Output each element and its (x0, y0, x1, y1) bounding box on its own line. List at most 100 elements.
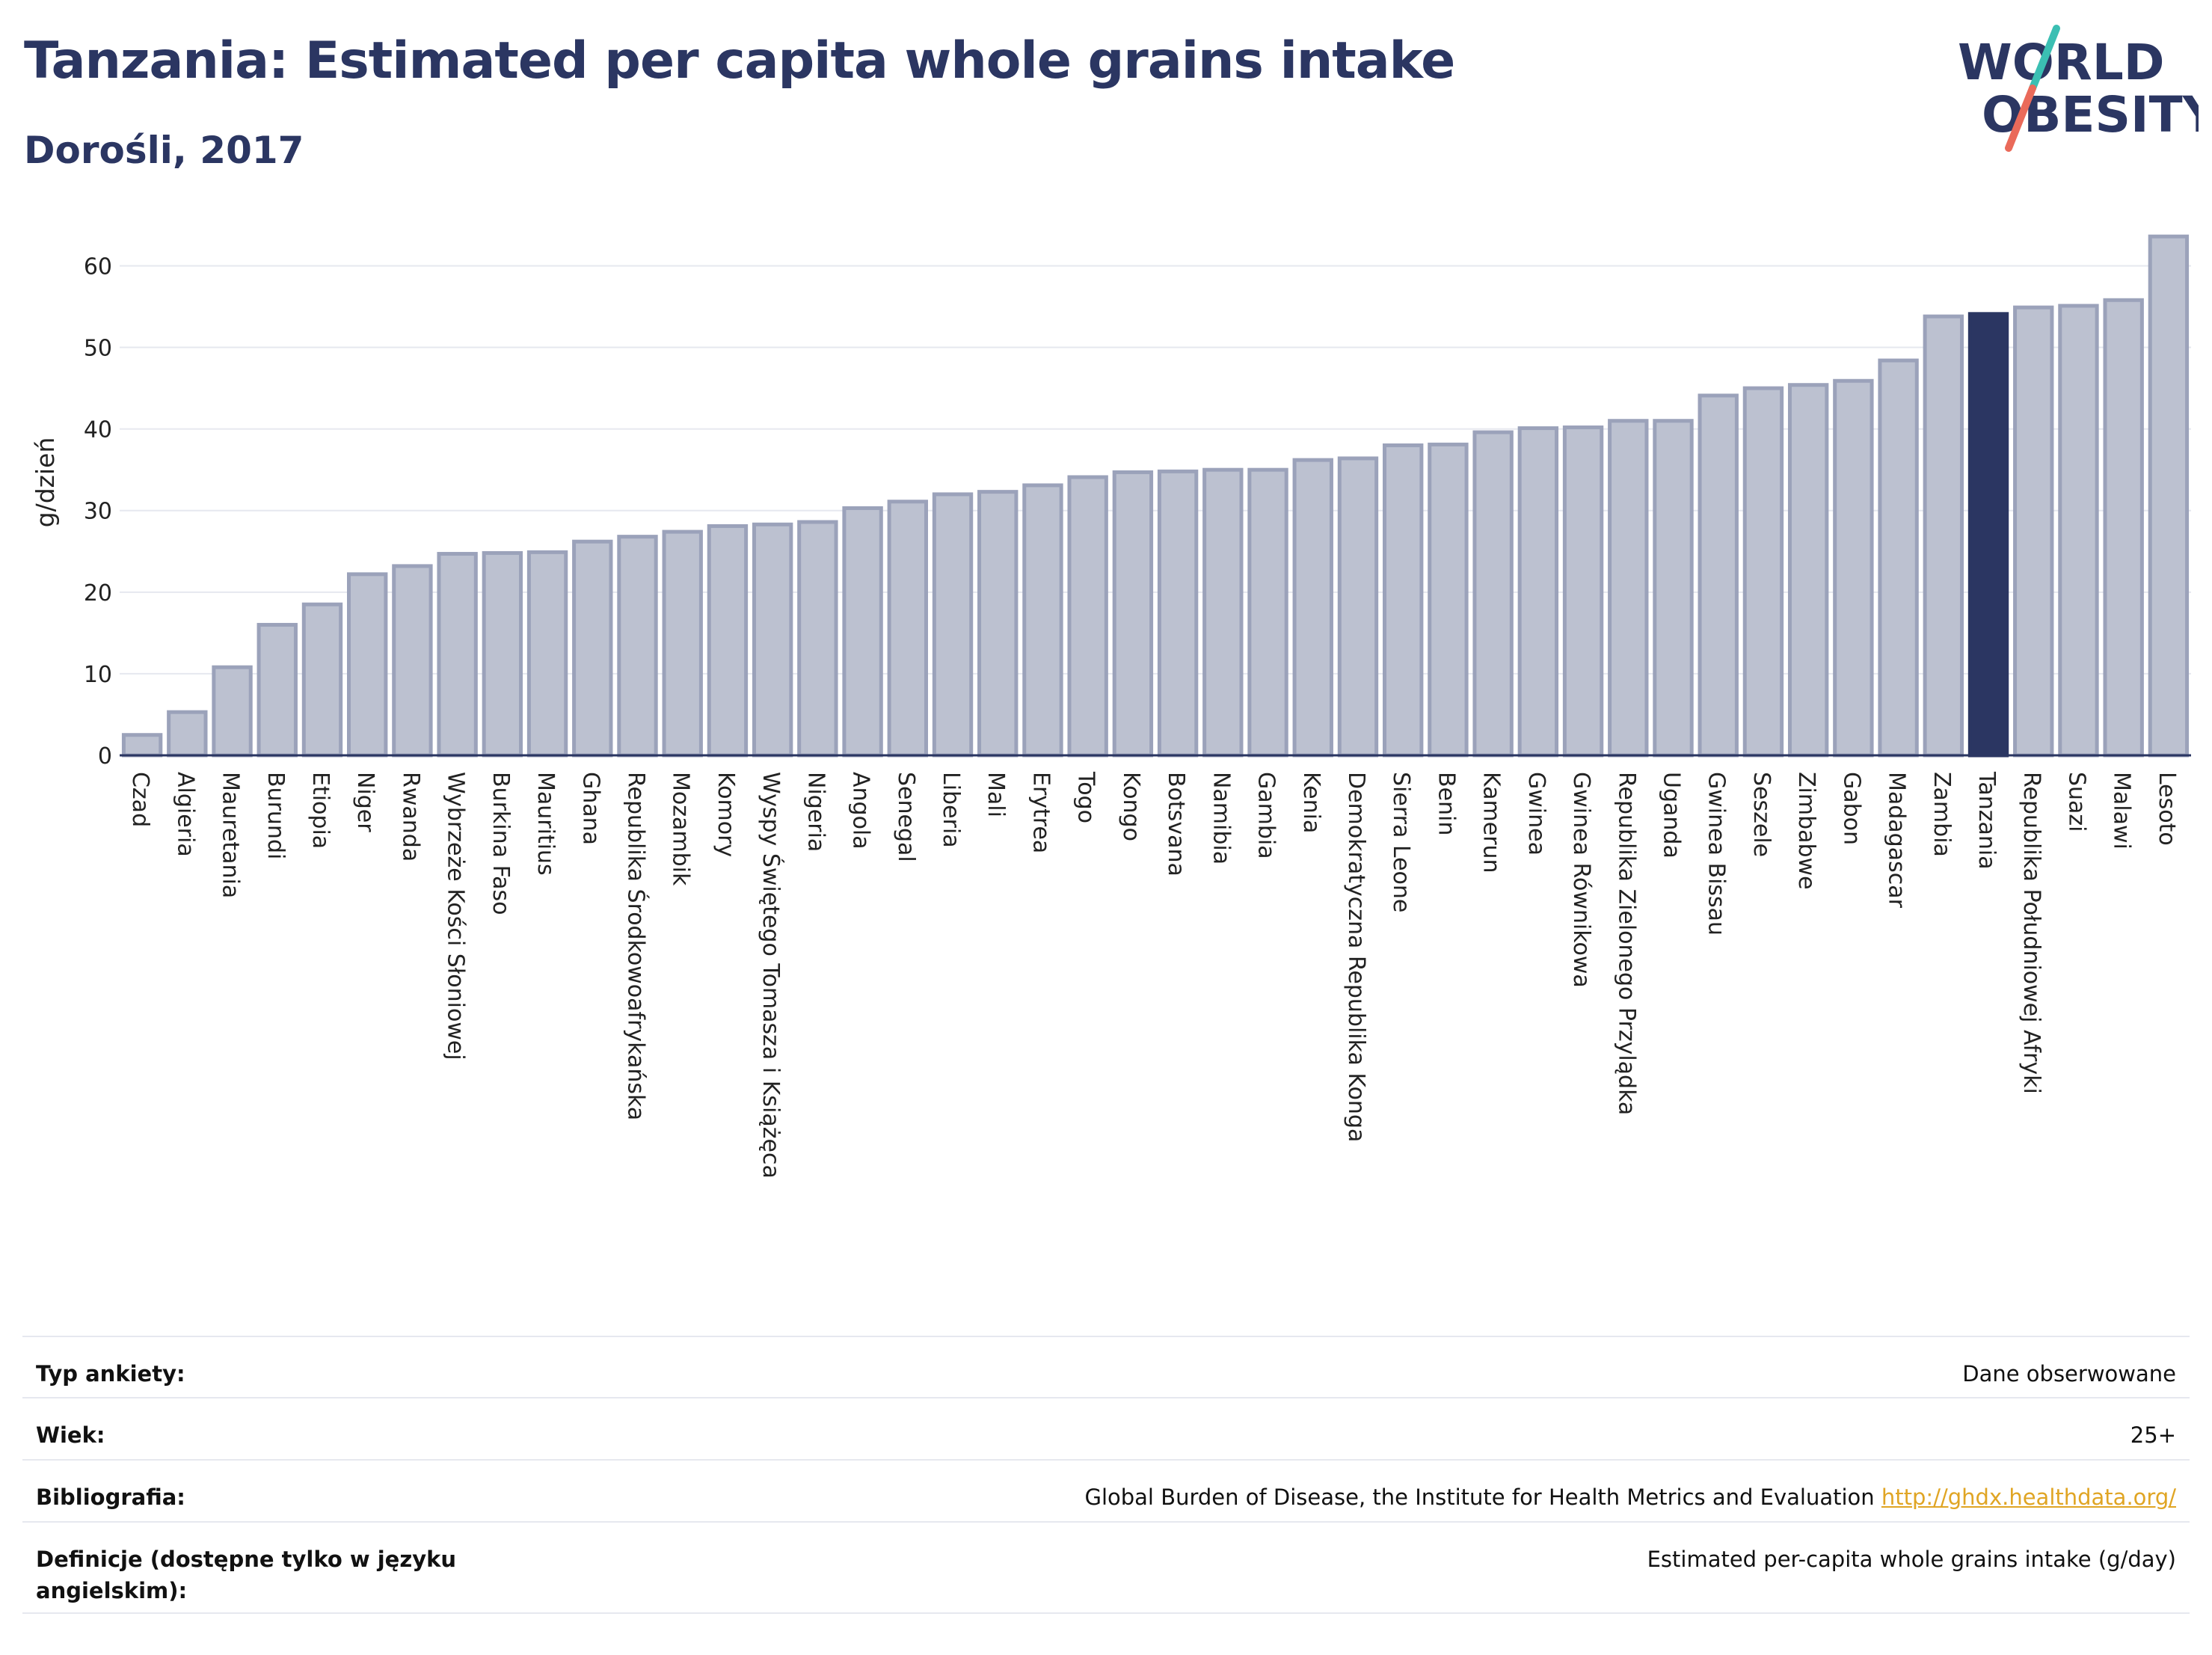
x-tick-label: Rwanda (397, 772, 423, 862)
bar (1472, 430, 1514, 758)
bar (1562, 425, 1604, 758)
x-tick-label: Republika Środkowoafrykańska (623, 772, 651, 1120)
x-tick-label: Kenia (1298, 772, 1324, 833)
source-link[interactable]: http://ghdx.healthdata.org/ (1881, 1484, 2176, 1510)
x-tick-label: Wybrzeże Kości Słoniowej (443, 772, 469, 1060)
x-tick-label: Gambia (1253, 772, 1279, 859)
y-tick-label: 40 (84, 417, 112, 443)
y-tick-label: 20 (84, 580, 112, 607)
x-tick-label: Mauritius (532, 772, 559, 876)
logo-line-1: WORLD (1958, 34, 2165, 91)
bar (2148, 234, 2190, 758)
bar (1067, 475, 1108, 758)
x-tick-label: Zambia (1929, 772, 1955, 857)
x-tick-label: Republika Południowej Afryki (2018, 772, 2044, 1094)
y-tick-label: 10 (84, 662, 112, 688)
bar (977, 490, 1019, 758)
x-tick-label: Czad (127, 772, 153, 827)
meta-label: Wiek: (36, 1422, 105, 1448)
x-tick-label: Erytrea (1027, 772, 1054, 853)
bar (1202, 467, 1244, 758)
x-tick-label: Madagascar (1884, 772, 1910, 909)
meta-value: Dane obserwowane (1962, 1361, 2176, 1387)
x-tick-label: Mali (983, 772, 1009, 817)
x-tick-label: Ghana (577, 772, 603, 845)
x-tick-label: Burkina Faso (488, 772, 514, 915)
x-tick-label: Demokratyczna Republika Konga (1343, 772, 1369, 1142)
bar (392, 564, 433, 758)
y-tick-label: 30 (84, 499, 112, 525)
x-tick-label: Senegal (893, 772, 919, 862)
x-tick-label: Wyspy Świętego Tomasza i Książęca (758, 772, 785, 1179)
x-tick-label: Sierra Leone (1388, 772, 1414, 912)
meta-value: 25+ (2130, 1422, 2176, 1448)
bar (1787, 383, 1829, 758)
x-tick-label: Gwinea Bissau (1703, 772, 1730, 936)
x-tick-label: Liberia (938, 772, 964, 848)
meta-row-survey-type: Typ ankiety: Dane obserwowane (22, 1336, 2190, 1397)
x-tick-label: Gwinea (1523, 772, 1549, 856)
x-tick-label: Gabon (1838, 772, 1864, 845)
meta-value: Estimated per-capita whole grains intake… (1647, 1547, 2176, 1572)
metadata-table: Typ ankiety: Dane obserwowane Wiek: 25+ … (22, 1336, 2190, 1614)
meta-label: Bibliografia: (36, 1484, 185, 1510)
y-tick-label: 60 (84, 254, 112, 280)
x-tick-label: Niger (352, 772, 378, 832)
bar (1022, 483, 1063, 758)
x-tick-label: Algieria (172, 772, 198, 857)
bar (1383, 443, 1424, 758)
bar (526, 550, 568, 758)
bar (256, 622, 298, 758)
bar (2013, 305, 2054, 758)
category-labels: Czad Algieria Mauretania Burundi Etiopia Nige… (127, 771, 2180, 1179)
bar (707, 523, 749, 758)
logo-slash-coral (2005, 85, 2036, 152)
bar-highlighted (1967, 312, 2009, 758)
x-tick-label: Mauretania (218, 772, 244, 898)
bar (301, 602, 343, 758)
x-tick-label: Suazi (2063, 772, 2089, 832)
bar (572, 539, 613, 758)
bar (482, 550, 523, 758)
bar (1517, 426, 1559, 758)
bar (797, 520, 838, 758)
bar-chart: 0 10 20 30 40 50 60 Czad Algieria Mauretania Buru… (31, 234, 2191, 1179)
bibliography-text: Global Burden of Disease, the Institute … (1084, 1484, 1875, 1510)
bar (842, 506, 883, 758)
x-tick-label: Burundi (262, 772, 289, 859)
world-obesity-logo: WORLD OBESITY (1958, 25, 2199, 152)
chart-title: Tanzania: Estimated per capita whole gra… (24, 31, 1455, 90)
bar (1923, 314, 1964, 758)
y-axis-label: g/dzień (31, 437, 60, 528)
bar (1742, 386, 1784, 758)
x-tick-label: Benin (1433, 772, 1459, 835)
bar (347, 572, 388, 758)
meta-label: Definicje (dostępne tylko w języku angie… (36, 1547, 457, 1603)
x-tick-label: Togo (1073, 771, 1099, 823)
bar (662, 529, 703, 758)
bar (617, 535, 658, 758)
bar (2103, 298, 2144, 758)
x-tick-label: Kamerun (1478, 772, 1505, 873)
x-tick-label: Angola (848, 772, 874, 850)
meta-row-definitions: Definicje (dostępne tylko w języku angie… (22, 1521, 2190, 1614)
meta-row-bibliography: Bibliografia: Global Burden of Disease, … (22, 1459, 2190, 1521)
y-tick-label: 0 (98, 743, 112, 770)
bar (1292, 458, 1333, 758)
bar (1833, 378, 1874, 758)
bar (1247, 467, 1288, 758)
bar (1608, 419, 1649, 758)
bar (752, 522, 793, 758)
bar (1878, 358, 1919, 758)
meta-label: Typ ankiety: (36, 1361, 185, 1387)
bar (2058, 304, 2099, 758)
x-tick-label: Republika Zielonego Przylądka (1613, 772, 1639, 1115)
bar (1698, 393, 1739, 758)
x-tick-label: Nigeria (802, 772, 829, 852)
bar (437, 552, 478, 758)
logo-slash-teal (2029, 25, 2060, 92)
x-tick-label: Lesoto (2154, 772, 2180, 846)
meta-value: Global Burden of Disease, the Institute … (1084, 1481, 2176, 1513)
chart-subtitle: Dorośli, 2017 (24, 129, 304, 172)
x-tick-label: Komory (713, 772, 739, 857)
